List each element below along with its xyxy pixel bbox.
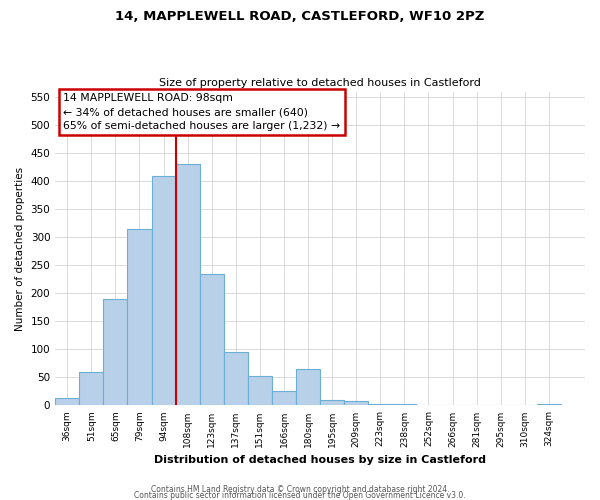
Bar — [392, 404, 416, 406]
Bar — [79, 372, 103, 406]
Bar — [344, 401, 368, 406]
X-axis label: Distribution of detached houses by size in Castleford: Distribution of detached houses by size … — [154, 455, 486, 465]
Bar — [464, 405, 488, 406]
Bar — [55, 398, 79, 406]
Text: Contains HM Land Registry data © Crown copyright and database right 2024.: Contains HM Land Registry data © Crown c… — [151, 484, 449, 494]
Bar — [296, 369, 320, 406]
Text: 14, MAPPLEWELL ROAD, CASTLEFORD, WF10 2PZ: 14, MAPPLEWELL ROAD, CASTLEFORD, WF10 2P… — [115, 10, 485, 23]
Bar — [103, 299, 127, 406]
Y-axis label: Number of detached properties: Number of detached properties — [15, 166, 25, 330]
Bar — [440, 405, 464, 406]
Text: Contains public sector information licensed under the Open Government Licence v3: Contains public sector information licen… — [134, 490, 466, 500]
Bar — [272, 392, 296, 406]
Bar — [200, 274, 224, 406]
Bar — [152, 176, 176, 406]
Bar — [537, 404, 561, 406]
Text: 14 MAPPLEWELL ROAD: 98sqm
← 34% of detached houses are smaller (640)
65% of semi: 14 MAPPLEWELL ROAD: 98sqm ← 34% of detac… — [63, 93, 340, 131]
Bar — [127, 229, 152, 406]
Bar — [416, 405, 440, 406]
Bar — [368, 404, 392, 406]
Bar — [320, 400, 344, 406]
Bar — [488, 405, 513, 406]
Bar — [224, 352, 248, 406]
Bar — [513, 405, 537, 406]
Title: Size of property relative to detached houses in Castleford: Size of property relative to detached ho… — [159, 78, 481, 88]
Bar — [176, 164, 200, 406]
Bar — [248, 376, 272, 406]
